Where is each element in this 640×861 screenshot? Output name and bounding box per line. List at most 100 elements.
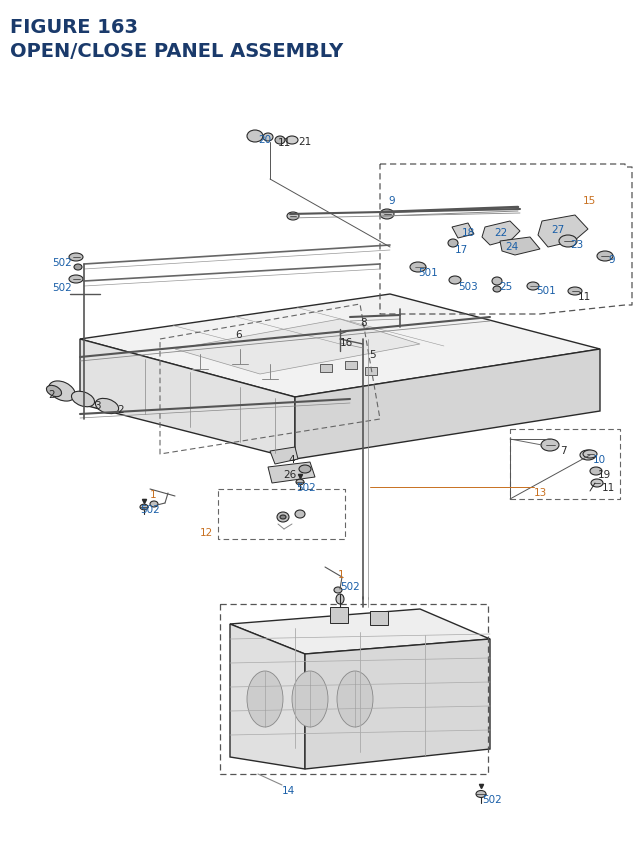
Text: 9: 9 [608,255,614,264]
Text: 13: 13 [534,487,547,498]
Ellipse shape [449,276,461,285]
Text: 24: 24 [505,242,518,251]
Text: FIGURE 163: FIGURE 163 [10,18,138,37]
Text: 2: 2 [117,405,124,414]
Text: 10: 10 [593,455,606,464]
Text: 2: 2 [48,389,54,400]
Text: 23: 23 [570,239,583,250]
Text: 7: 7 [560,445,566,455]
Text: 18: 18 [462,228,476,238]
Ellipse shape [568,288,582,295]
Text: 5: 5 [369,350,376,360]
Polygon shape [230,610,490,654]
Text: 502: 502 [296,482,316,492]
Text: 11: 11 [602,482,615,492]
Bar [370,611,388,625]
Text: 501: 501 [418,268,438,278]
Ellipse shape [292,672,328,728]
Polygon shape [175,319,420,375]
Ellipse shape [597,251,613,262]
Ellipse shape [95,399,118,414]
Ellipse shape [590,468,602,475]
Ellipse shape [583,450,597,458]
Bar [365,368,377,375]
Text: 3: 3 [94,400,100,411]
Ellipse shape [295,511,305,518]
Ellipse shape [74,264,82,270]
Polygon shape [305,639,490,769]
Text: 17: 17 [455,245,468,255]
Ellipse shape [140,505,148,511]
Ellipse shape [277,512,289,523]
Polygon shape [270,448,298,464]
Ellipse shape [49,381,76,401]
Ellipse shape [263,133,273,142]
Ellipse shape [334,587,342,593]
Text: 9: 9 [388,195,395,206]
Text: 25: 25 [499,282,512,292]
Text: 16: 16 [340,338,353,348]
Ellipse shape [410,263,426,273]
Ellipse shape [286,137,298,145]
Text: 12: 12 [200,528,213,537]
Polygon shape [482,222,520,245]
Ellipse shape [492,278,502,286]
Bar [345,362,357,369]
Text: 14: 14 [282,785,295,795]
Polygon shape [80,339,295,460]
Ellipse shape [69,254,83,262]
Text: 21: 21 [298,137,311,147]
Text: 4: 4 [288,455,294,464]
Ellipse shape [380,210,394,220]
Ellipse shape [337,672,373,728]
Ellipse shape [527,282,539,291]
Ellipse shape [559,236,577,248]
Ellipse shape [580,450,596,461]
Polygon shape [500,238,540,256]
Polygon shape [452,224,474,238]
Ellipse shape [287,213,299,220]
Ellipse shape [69,276,83,283]
Polygon shape [295,350,600,460]
Text: 502: 502 [52,257,72,268]
Ellipse shape [493,287,501,293]
Bar [320,364,332,373]
Ellipse shape [591,480,603,487]
Polygon shape [268,462,315,483]
Text: 6: 6 [235,330,242,339]
Text: 502: 502 [340,581,360,592]
Text: 20: 20 [258,135,271,145]
Text: 15: 15 [583,195,596,206]
Text: 502: 502 [52,282,72,293]
Ellipse shape [448,239,458,248]
Text: 8: 8 [360,318,367,328]
Ellipse shape [296,480,304,486]
Ellipse shape [299,466,311,474]
Ellipse shape [247,672,283,728]
Text: OPEN/CLOSE PANEL ASSEMBLY: OPEN/CLOSE PANEL ASSEMBLY [10,42,343,61]
Polygon shape [80,294,600,398]
Text: 501: 501 [536,286,556,295]
Ellipse shape [476,790,486,797]
Ellipse shape [541,439,559,451]
Ellipse shape [275,137,285,145]
Text: 11: 11 [578,292,591,301]
Ellipse shape [47,386,61,397]
Bar [330,607,348,623]
Text: 27: 27 [551,225,564,235]
Text: 19: 19 [598,469,611,480]
Text: 26: 26 [283,469,296,480]
Ellipse shape [150,501,158,507]
Text: 22: 22 [494,228,508,238]
Text: 11: 11 [278,138,291,148]
Text: 502: 502 [140,505,160,514]
Polygon shape [538,216,588,248]
Polygon shape [230,624,305,769]
Ellipse shape [336,594,344,604]
Ellipse shape [247,131,263,143]
Text: 1: 1 [150,489,157,499]
Text: 503: 503 [458,282,477,292]
Ellipse shape [72,392,95,407]
Ellipse shape [280,516,286,519]
Text: 502: 502 [482,794,502,804]
